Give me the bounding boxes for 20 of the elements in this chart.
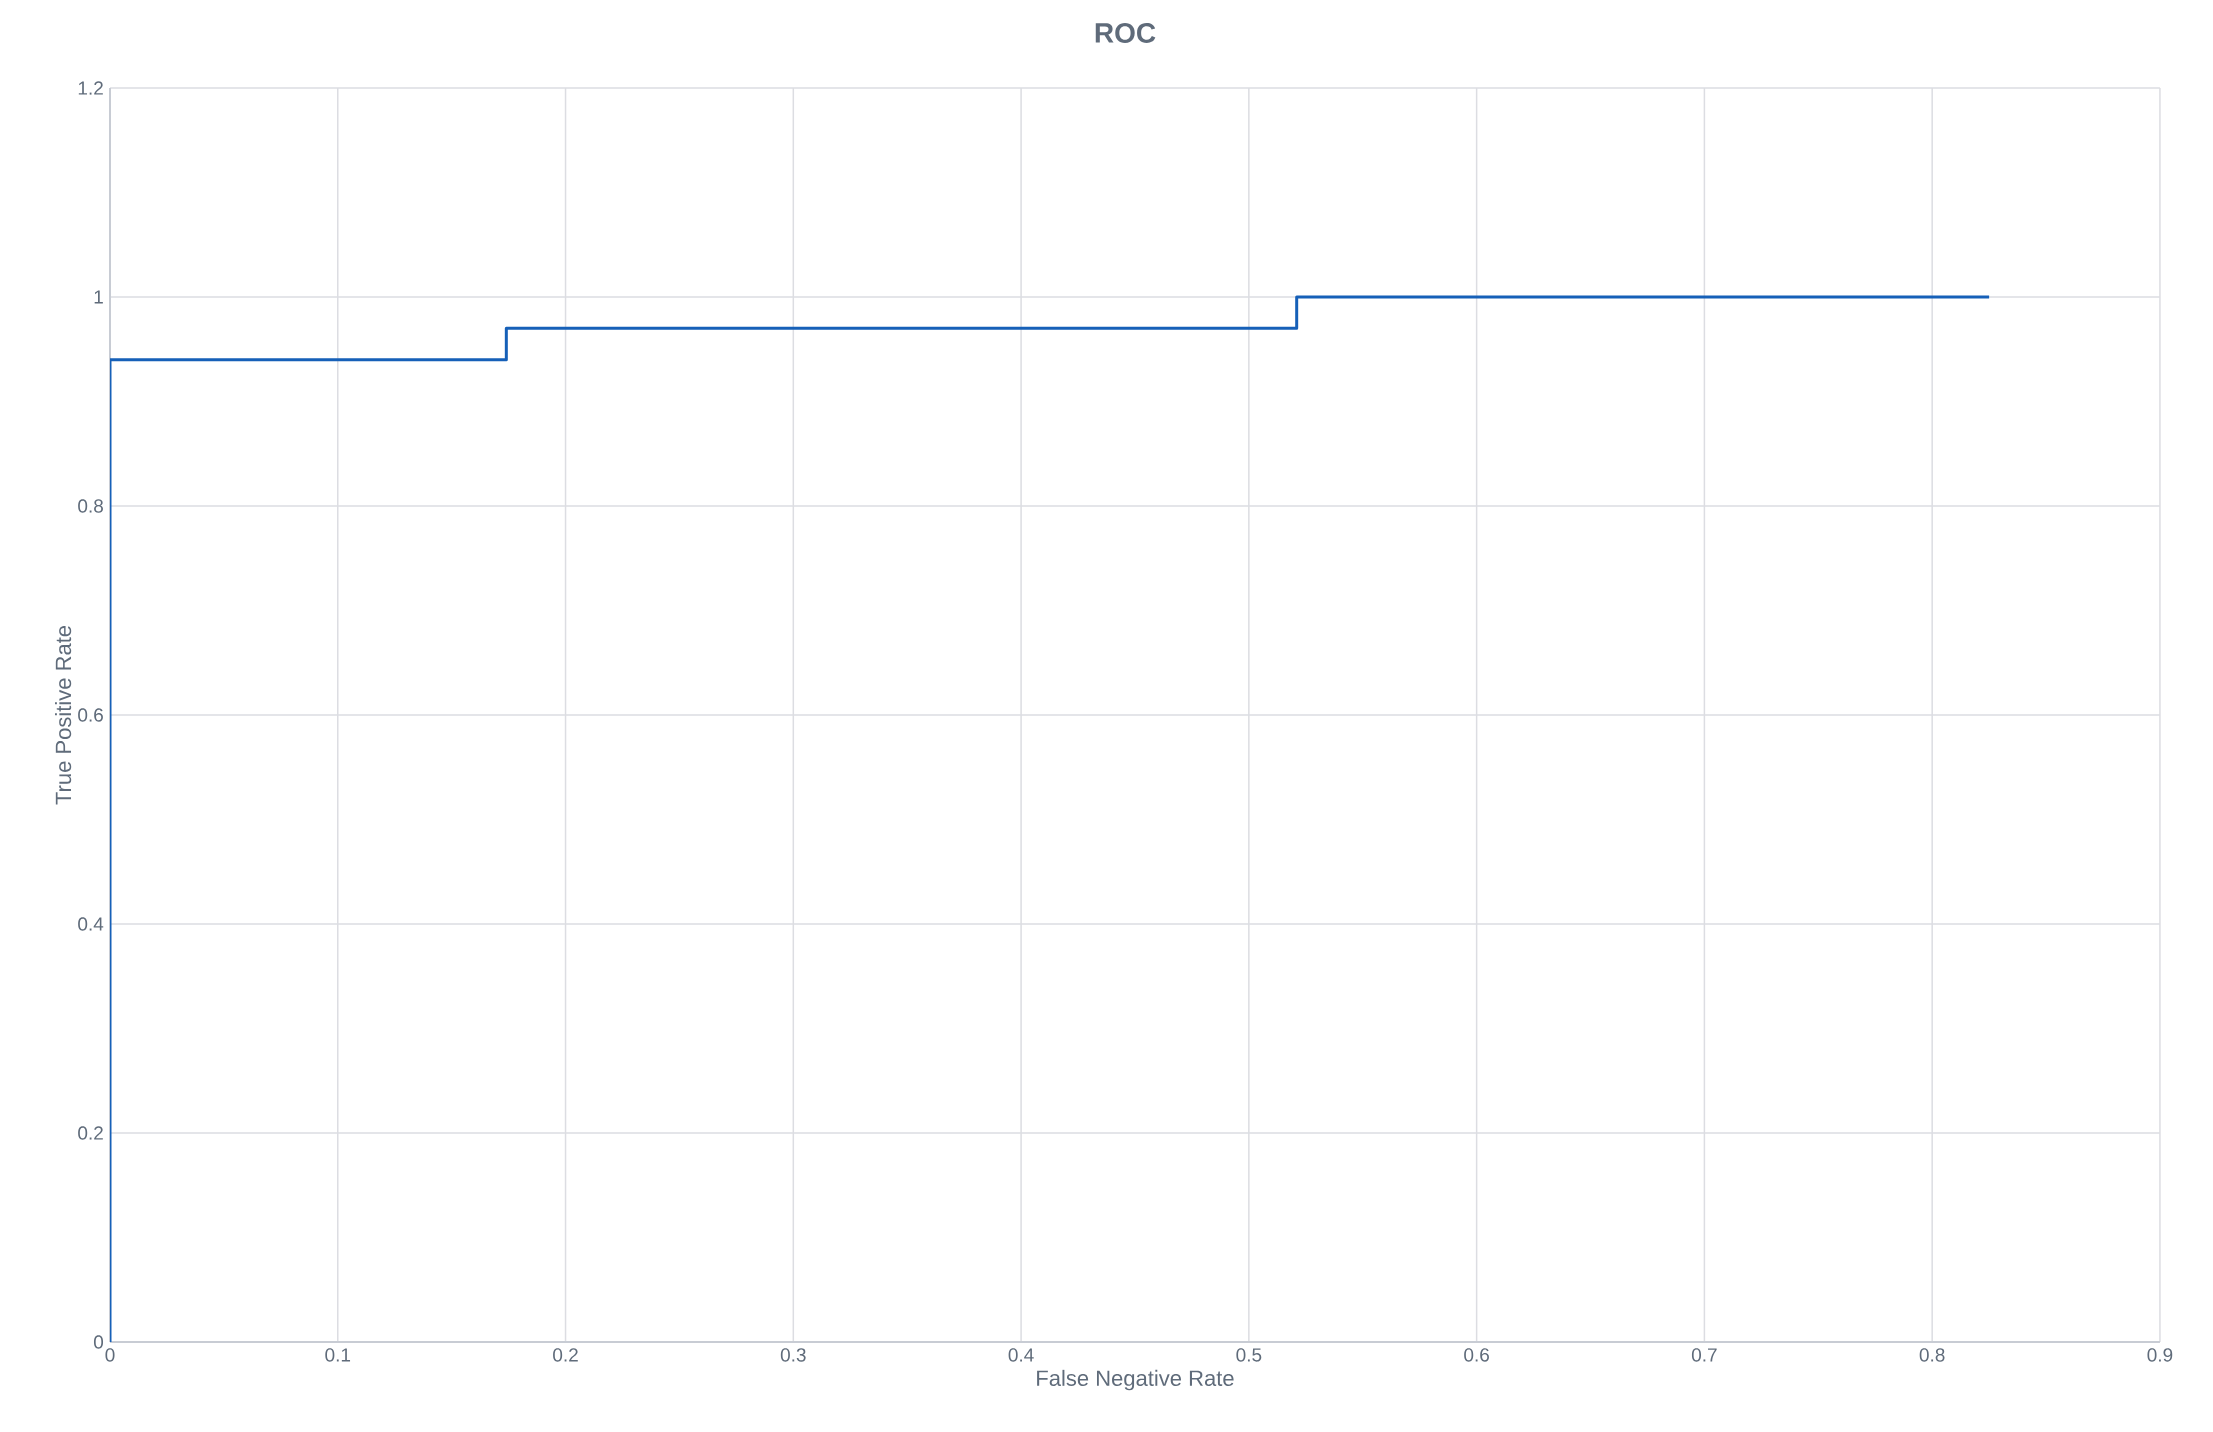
x-tick-label: 0.6	[1464, 1348, 1489, 1362]
x-tick-label: 0.9	[2147, 1348, 2173, 1362]
x-tick-label: 0.8	[1919, 1348, 1945, 1362]
x-tick-label: 0.1	[325, 1348, 351, 1362]
y-tick-label: 0.2	[78, 1126, 103, 1140]
x-tick-label: 0.3	[780, 1348, 806, 1362]
y-tick-label: 1.2	[78, 81, 103, 95]
y-tick-label: 0.4	[78, 917, 104, 931]
y-tick-label: 0	[93, 1335, 104, 1349]
x-axis-title: False Negative Rate	[1037, 1369, 1234, 1391]
x-tick-label: 0.4	[1008, 1348, 1034, 1362]
y-tick-label: 1	[94, 290, 103, 304]
x-tick-label: 0.2	[553, 1348, 578, 1362]
x-tick-label: 0	[105, 1348, 115, 1362]
x-tick-label: 0.7	[1691, 1348, 1717, 1362]
y-tick-label: 0.8	[78, 499, 103, 513]
chart-title: ROC	[1095, 23, 1156, 43]
y-axis-title: True Positive Rate	[55, 625, 72, 805]
x-tick-label: 0.5	[1236, 1348, 1262, 1362]
y-tick-label: 0.6	[78, 708, 103, 722]
